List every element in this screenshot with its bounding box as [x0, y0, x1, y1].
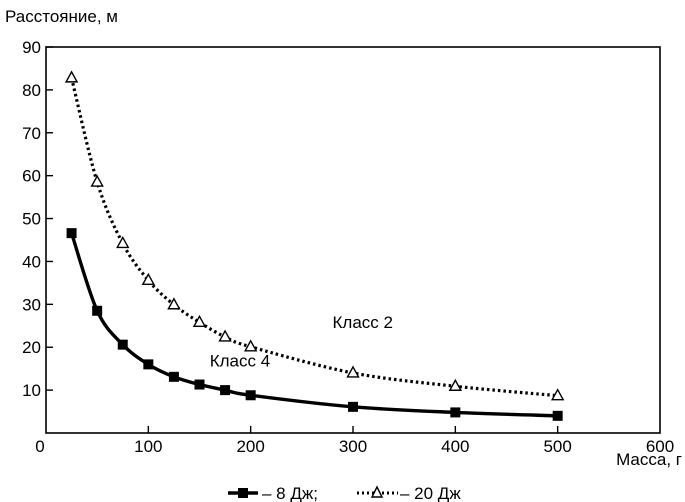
series-layer — [64, 70, 565, 421]
data-point-square — [143, 359, 154, 370]
data-point-triangle — [167, 297, 181, 310]
series-line-0 — [69, 232, 558, 418]
y-tick-label: 80 — [22, 81, 41, 100]
data-point-triangle — [448, 378, 463, 391]
data-point-triangle — [64, 70, 79, 83]
x-tick-label: 500 — [543, 437, 571, 456]
data-point-square — [194, 379, 205, 390]
y-tick-label: 40 — [22, 252, 41, 271]
data-point-square — [117, 339, 128, 350]
legend-marker-triangle — [370, 485, 384, 498]
y-tick-label: 10 — [22, 381, 41, 400]
data-point-triangle — [243, 339, 258, 352]
x-tick-label: 200 — [236, 437, 264, 456]
data-point-triangle — [218, 329, 232, 342]
y-tick-label: 30 — [22, 295, 41, 314]
data-point-square — [348, 401, 358, 412]
x-tick-label: 100 — [134, 437, 162, 456]
legend-label-20j: – 20 Дж — [400, 484, 461, 502]
legend-marker-square — [238, 488, 248, 498]
y-tick-label: 70 — [22, 124, 41, 143]
data-point-triangle — [116, 235, 130, 249]
x-tick-label: 300 — [339, 437, 367, 456]
legend: – 8 Дж; – 20 Дж — [228, 484, 461, 502]
y-tick-label: 20 — [22, 338, 41, 357]
data-point-triangle — [90, 174, 104, 187]
data-point-triangle — [141, 272, 156, 286]
data-point-square — [168, 371, 179, 382]
data-point-square — [220, 385, 231, 396]
data-point-square — [552, 410, 563, 421]
annotations: Класс 2 Класс 4 — [210, 313, 393, 371]
x-tick-label: 600 — [646, 437, 674, 456]
data-point-square — [92, 305, 103, 316]
y-tick-label: 60 — [22, 167, 41, 186]
data-point-triangle — [346, 365, 360, 378]
annotation-label: Класс 2 — [333, 313, 393, 332]
data-point-square — [66, 228, 77, 239]
y-tick-label: 90 — [22, 38, 41, 57]
axis-ticks: 10 20 30 40 50 60 70 80 90 0 100 200 300 400 500 600 — [22, 38, 674, 456]
data-point-square — [450, 407, 461, 418]
x-tick-label: 400 — [441, 437, 469, 456]
y-tick-label: 50 — [22, 210, 41, 229]
data-point-triangle — [550, 388, 565, 401]
annotation-label: Класс 4 — [210, 352, 270, 371]
data-point-triangle — [192, 314, 207, 328]
y-axis-title: Расстояние, м — [5, 7, 118, 26]
x-axis-title: Масса, г — [616, 450, 682, 469]
data-point-square — [245, 390, 256, 401]
legend-label-8j: – 8 Дж; — [262, 484, 318, 502]
x-tick-label: 0 — [35, 437, 44, 456]
series-line-1 — [70, 77, 558, 398]
